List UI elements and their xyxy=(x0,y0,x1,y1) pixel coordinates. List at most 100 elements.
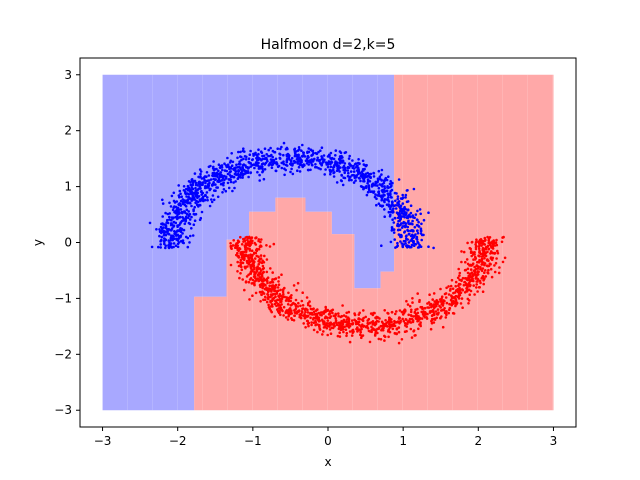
red-data-point xyxy=(239,235,242,239)
blue-data-point xyxy=(186,236,190,240)
red-data-point xyxy=(461,306,464,310)
blue-data-point xyxy=(403,215,407,219)
red-data-point xyxy=(495,257,498,260)
blue-data-point xyxy=(352,164,355,168)
blue-data-point xyxy=(270,158,274,162)
blue-data-point xyxy=(215,167,218,171)
blue-data-point xyxy=(415,218,419,221)
red-data-point xyxy=(247,243,251,247)
red-data-point xyxy=(387,318,391,322)
blue-data-point xyxy=(166,229,169,233)
blue-data-point xyxy=(408,246,412,249)
blue-data-point xyxy=(346,174,350,178)
red-data-point xyxy=(281,290,285,294)
blue-data-point xyxy=(190,186,193,189)
blue-data-point xyxy=(168,215,171,219)
red-data-point xyxy=(487,241,491,245)
blue-data-point xyxy=(241,169,244,172)
red-data-point xyxy=(362,324,365,328)
blue-data-point xyxy=(168,218,171,221)
red-data-point xyxy=(457,267,461,271)
red-data-point xyxy=(475,238,478,241)
red-data-point xyxy=(345,318,349,321)
blue-data-point xyxy=(330,157,334,161)
red-data-point xyxy=(351,322,355,326)
blue-data-point xyxy=(364,175,367,178)
blue-data-point xyxy=(239,174,242,177)
blue-data-point xyxy=(249,171,252,175)
blue-data-point xyxy=(177,234,181,238)
blue-data-point xyxy=(338,161,342,165)
blue-data-point xyxy=(403,213,407,216)
blue-data-point xyxy=(194,183,198,187)
blue-data-point xyxy=(249,149,252,153)
red-data-point xyxy=(480,263,484,266)
blue-data-point xyxy=(182,228,186,232)
blue-data-point xyxy=(180,219,184,223)
blue-data-point xyxy=(173,230,176,233)
red-data-point xyxy=(493,241,497,244)
red-data-point xyxy=(476,273,480,276)
blue-data-point xyxy=(211,194,215,197)
red-data-point xyxy=(402,319,406,323)
red-data-point xyxy=(496,249,499,253)
blue-data-point xyxy=(315,166,319,169)
blue-data-point xyxy=(343,162,347,165)
blue-data-point xyxy=(221,191,224,194)
red-data-point xyxy=(277,294,280,298)
red-data-point xyxy=(435,304,438,308)
red-data-point xyxy=(469,276,473,279)
red-data-point xyxy=(482,242,486,246)
blue-data-point xyxy=(160,227,164,231)
blue-data-point xyxy=(230,164,234,167)
red-data-point xyxy=(417,318,421,321)
red-data-point xyxy=(255,248,259,252)
blue-data-point xyxy=(346,166,350,170)
blue-data-point xyxy=(396,195,400,198)
red-data-point xyxy=(371,327,375,330)
red-data-point xyxy=(471,274,475,278)
red-data-point xyxy=(300,310,304,313)
blue-data-point xyxy=(198,203,202,207)
blue-data-point xyxy=(210,198,213,201)
blue-data-point xyxy=(396,216,400,220)
red-data-point xyxy=(250,236,254,239)
blue-data-point xyxy=(318,158,322,162)
blue-data-point xyxy=(412,244,416,247)
blue-data-point xyxy=(208,188,211,192)
blue-data-point xyxy=(284,168,288,172)
red-data-point xyxy=(383,309,387,312)
blue-data-point xyxy=(265,158,269,161)
blue-data-point xyxy=(380,205,384,208)
red-data-point xyxy=(240,265,243,269)
blue-data-point xyxy=(409,204,413,207)
red-data-point xyxy=(353,312,356,315)
blue-data-point xyxy=(405,216,409,220)
red-data-point xyxy=(368,321,372,325)
blue-data-point xyxy=(184,216,188,220)
red-data-point xyxy=(377,337,381,341)
red-data-point xyxy=(345,334,348,338)
red-data-point xyxy=(278,304,282,307)
red-data-point xyxy=(476,290,479,293)
red-data-point xyxy=(373,311,376,315)
red-data-point xyxy=(265,300,269,304)
red-data-point xyxy=(460,260,463,264)
red-data-point xyxy=(293,309,296,312)
blue-data-point xyxy=(193,219,197,222)
red-data-point xyxy=(292,284,296,287)
blue-data-point xyxy=(162,234,166,237)
blue-data-point xyxy=(372,184,375,187)
blue-data-point xyxy=(412,242,416,245)
blue-data-point xyxy=(399,197,403,200)
blue-data-point xyxy=(387,200,391,203)
red-data-point xyxy=(309,307,313,311)
blue-data-point xyxy=(302,163,306,166)
blue-data-point xyxy=(273,150,277,154)
blue-data-point xyxy=(257,148,260,151)
red-data-point xyxy=(337,312,340,315)
red-data-point xyxy=(286,318,290,321)
blue-data-point xyxy=(186,213,189,216)
red-data-point xyxy=(458,274,461,277)
blue-data-point xyxy=(282,141,286,145)
